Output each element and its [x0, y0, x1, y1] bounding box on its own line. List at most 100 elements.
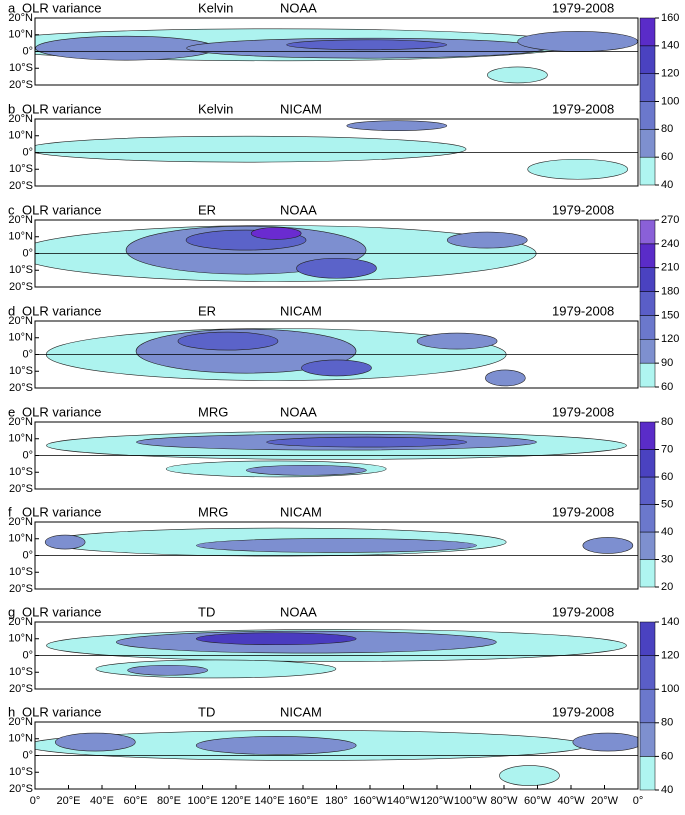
- lon-label: 0°: [30, 795, 41, 807]
- colorbar-band: [639, 101, 656, 130]
- colorbar-label: 140: [661, 40, 679, 52]
- map-panel: c OLR variance ER NOAA 1979-2008 20°N 10°N 0° 10…: [8, 202, 639, 293]
- colorbar-label: 80: [661, 717, 673, 729]
- lon-label: 60°E: [124, 795, 148, 807]
- contour-fill: [582, 537, 634, 554]
- panel-letter: d: [8, 303, 15, 318]
- lat-label: 0°: [22, 749, 33, 761]
- colorbar-label: 240: [661, 238, 679, 250]
- contour-fill: [246, 464, 367, 476]
- lat-label: 20°S: [9, 180, 33, 192]
- colorbar-label: 90: [661, 357, 673, 369]
- panel-wave: Kelvin: [198, 0, 233, 15]
- panel-letter: a: [8, 0, 16, 15]
- colorbar-label: 40: [661, 784, 673, 796]
- map-panel: e OLR variance MRG NOAA 1979-2008 20°N 10°N 0° 1…: [8, 404, 639, 495]
- contour-fill: [195, 736, 357, 755]
- colorbar-label: 270: [661, 214, 679, 226]
- panel-source: NICAM: [280, 101, 322, 116]
- lat-label: 0°: [22, 247, 33, 259]
- colorbar-label: 30: [661, 553, 673, 565]
- colorbar-band: [639, 45, 656, 74]
- contour-fill: [177, 331, 279, 351]
- colorbar-label: 180: [661, 285, 679, 297]
- lat-label: 10°S: [9, 666, 33, 678]
- lat-label: 20°S: [9, 281, 33, 293]
- panel-period: 1979-2008: [552, 303, 614, 318]
- contour-fill: [485, 369, 526, 387]
- contour-fill: [517, 31, 638, 52]
- colorbar-label: 40: [661, 179, 673, 191]
- panel-period: 1979-2008: [552, 0, 614, 15]
- colorbar-label: 40: [661, 526, 673, 538]
- colorbar-label: 70: [661, 443, 673, 455]
- lat-label: 20°S: [9, 783, 33, 795]
- panel-source: NOAA: [280, 604, 317, 619]
- lat-label: 0°: [22, 45, 33, 57]
- lat-label: 20°N: [8, 214, 33, 226]
- lon-label: 0°: [633, 795, 644, 807]
- lat-label: 20°N: [8, 416, 33, 428]
- colorbar-band: [639, 449, 656, 478]
- contour-fill: [296, 257, 377, 279]
- contours: [46, 431, 627, 478]
- map-panel: g OLR variance TD NOAA 1979-2008 20°N 10°N 0° 10…: [8, 604, 639, 695]
- contour-fill: [44, 534, 86, 550]
- contour-fill: [55, 732, 136, 752]
- colorbar-band: [639, 219, 656, 245]
- contour-fill: [572, 732, 638, 752]
- colorbar-band: [639, 655, 656, 690]
- colorbar-band: [639, 315, 656, 340]
- panel-source: NICAM: [280, 303, 322, 318]
- lat-label: 0°: [22, 146, 33, 158]
- panel-source: NICAM: [280, 504, 322, 519]
- lon-label: 20°W: [591, 795, 619, 807]
- map-panel: f OLR variance MRG NICAM 1979-2008 20°N 10°N 0°…: [8, 504, 639, 595]
- lat-label: 20°N: [8, 315, 33, 327]
- lon-label: 20°E: [57, 795, 81, 807]
- contour-fill: [499, 765, 560, 786]
- panel-wave: TD: [198, 604, 215, 619]
- panel-wave: MRG: [198, 404, 228, 419]
- colorbar-label: 150: [661, 309, 679, 321]
- panel-period: 1979-2008: [552, 101, 614, 116]
- colorbar-band: [639, 756, 656, 791]
- contour-fill: [446, 231, 528, 249]
- colorbar-label: 120: [661, 650, 679, 662]
- lat-label: 10°S: [9, 264, 33, 276]
- lon-label: 140°W: [387, 795, 421, 807]
- panel-source: NOAA: [280, 0, 317, 15]
- lon-label: 120°W: [420, 795, 454, 807]
- contours: [35, 28, 638, 84]
- contour-fill: [301, 359, 372, 377]
- colorbar-label: 60: [661, 151, 673, 163]
- contour-fill: [250, 227, 302, 240]
- lon-label: 80°W: [490, 795, 518, 807]
- lon-label: 60°W: [524, 795, 552, 807]
- colorbar-label: 20: [661, 581, 673, 593]
- lon-label: 40°E: [90, 795, 114, 807]
- lon-label: 160°W: [353, 795, 387, 807]
- colorbar-label: 80: [661, 123, 673, 135]
- panel-source: NOAA: [280, 202, 317, 217]
- panel-period: 1979-2008: [552, 504, 614, 519]
- colorbar-label: 120: [661, 68, 679, 80]
- colorbar-band: [639, 339, 656, 364]
- lon-label: 180°: [325, 795, 348, 807]
- colorbar-band: [639, 688, 656, 724]
- panel-period: 1979-2008: [552, 704, 614, 719]
- lon-label: 160°E: [288, 795, 318, 807]
- colorbar-label: 60: [661, 750, 673, 762]
- lat-label: 0°: [22, 549, 33, 561]
- colorbar-label: 140: [661, 616, 679, 628]
- lat-label: 20°N: [8, 716, 33, 728]
- lat-label: 20°S: [9, 79, 33, 91]
- panel-source: NICAM: [280, 704, 322, 719]
- lat-label: 20°S: [9, 683, 33, 695]
- contours: [35, 120, 629, 180]
- lon-label: 100°E: [187, 795, 217, 807]
- panel-letter: c: [8, 202, 15, 217]
- panel-label: OLR variance: [22, 101, 101, 116]
- lat-label: 10°N: [8, 433, 33, 445]
